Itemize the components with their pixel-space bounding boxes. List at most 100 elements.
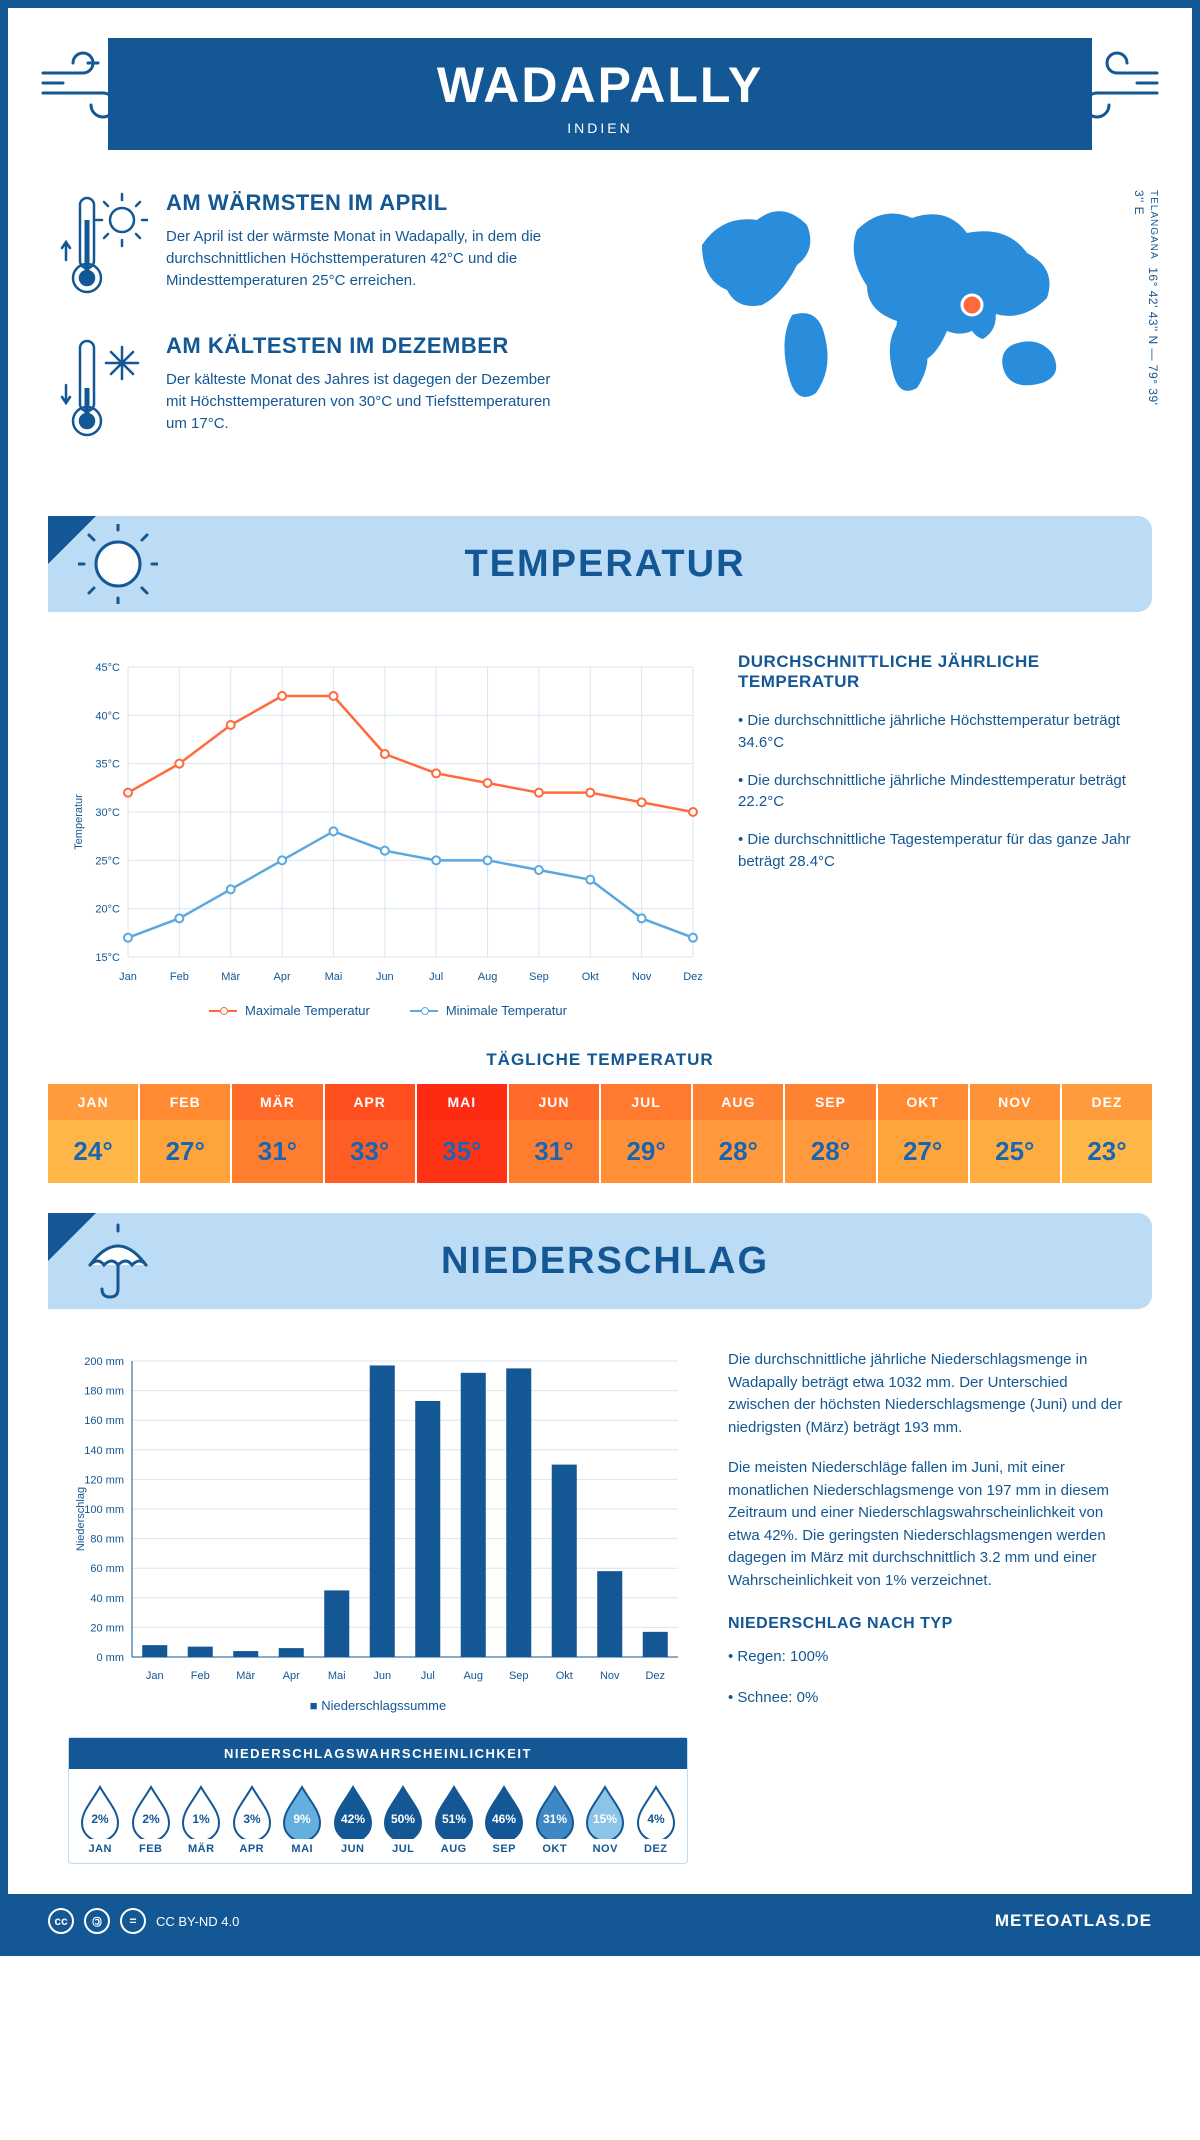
daily-temp-cell: SEP28° (785, 1084, 877, 1183)
coldest-block: AM KÄLTESTEN IM DEZEMBER Der kälteste Mo… (58, 333, 652, 448)
svg-text:40 mm: 40 mm (90, 1593, 124, 1605)
coordinates-label: TELANGANA 16° 42' 43'' N — 79° 39' 3'' E (1132, 190, 1160, 410)
svg-text:50%: 50% (391, 1812, 415, 1826)
infographic-page: WADAPALLY INDIEN (0, 0, 1200, 1956)
probability-drop: 3% APR (227, 1783, 278, 1855)
svg-text:Sep: Sep (529, 971, 549, 983)
coldest-text: Der kälteste Monat des Jahres ist dagege… (166, 369, 566, 434)
svg-text:2%: 2% (142, 1812, 160, 1826)
daily-temp-cell: MAI35° (417, 1084, 509, 1183)
temperature-section-header: TEMPERATUR (48, 516, 1152, 612)
svg-text:80 mm: 80 mm (90, 1534, 124, 1546)
svg-text:Apr: Apr (283, 1670, 300, 1682)
warmest-title: AM WÄRMSTEN IM APRIL (166, 190, 566, 216)
svg-text:Mär: Mär (236, 1670, 255, 1682)
daily-temp-cell: JUN31° (509, 1084, 601, 1183)
svg-text:30°C: 30°C (95, 807, 120, 819)
probability-drop: 51% AUG (429, 1783, 480, 1855)
svg-text:100 mm: 100 mm (84, 1504, 124, 1516)
warmest-block: AM WÄRMSTEN IM APRIL Der April ist der w… (58, 190, 652, 305)
svg-text:Mär: Mär (221, 971, 240, 983)
probability-drop: 42% JUN (328, 1783, 379, 1855)
svg-text:Jul: Jul (421, 1670, 435, 1682)
svg-text:35°C: 35°C (95, 759, 120, 771)
svg-text:Okt: Okt (556, 1670, 573, 1682)
temperature-summary-text: DURCHSCHNITTLICHE JÄHRLICHE TEMPERATUR •… (738, 652, 1132, 1018)
svg-text:Okt: Okt (582, 971, 599, 983)
svg-text:120 mm: 120 mm (84, 1474, 124, 1486)
coldest-title: AM KÄLTESTEN IM DEZEMBER (166, 333, 566, 359)
country-label: INDIEN (108, 120, 1092, 136)
temperature-line-chart: 15°C 20°C 25°C 30°C 35°C 40°C 45°C Temperatur Ja… (68, 652, 708, 1018)
svg-text:42%: 42% (341, 1812, 365, 1826)
daily-temp-cell: MÄR31° (232, 1084, 324, 1183)
daily-temp-title: TÄGLICHE TEMPERATUR (8, 1050, 1192, 1070)
probability-drop: 1% MÄR (176, 1783, 227, 1855)
svg-text:Nov: Nov (600, 1670, 620, 1682)
probability-drop: 31% OKT (530, 1783, 581, 1855)
svg-text:200 mm: 200 mm (84, 1356, 124, 1368)
svg-text:Jun: Jun (373, 1670, 391, 1682)
temperature-chart-legend: Maximale Temperatur Minimale Temperatur (68, 1003, 708, 1018)
daily-temp-cell: DEZ23° (1062, 1084, 1152, 1183)
svg-text:Aug: Aug (463, 1670, 483, 1682)
svg-text:Feb: Feb (170, 971, 189, 983)
probability-drop: 9% MAI (277, 1783, 328, 1855)
daily-temp-cell: OKT27° (878, 1084, 970, 1183)
svg-text:15°C: 15°C (95, 952, 120, 964)
svg-text:9%: 9% (294, 1812, 312, 1826)
svg-text:51%: 51% (442, 1812, 466, 1826)
temperature-title: TEMPERATUR (158, 543, 1052, 586)
footer: cc 🄯 = CC BY-ND 4.0 METEOATLAS.DE (8, 1894, 1192, 1948)
daily-temperature-table: JAN24°FEB27°MÄR31°APR33°MAI35°JUN31°JUL2… (48, 1084, 1152, 1183)
svg-text:Feb: Feb (191, 1670, 210, 1682)
precipitation-section-header: NIEDERSCHLAG (48, 1213, 1152, 1309)
svg-text:0 mm: 0 mm (97, 1652, 125, 1664)
svg-text:45°C: 45°C (95, 662, 120, 674)
svg-text:Dez: Dez (645, 1670, 665, 1682)
wind-icon (1062, 48, 1162, 128)
svg-text:31%: 31% (543, 1812, 567, 1826)
probability-drop: 2% FEB (126, 1783, 177, 1855)
svg-text:Jan: Jan (119, 971, 137, 983)
svg-text:20°C: 20°C (95, 904, 120, 916)
svg-text:Niederschlag: Niederschlag (75, 1487, 87, 1551)
warmest-text: Der April ist der wärmste Monat in Wadap… (166, 226, 566, 291)
svg-text:1%: 1% (193, 1812, 211, 1826)
svg-text:140 mm: 140 mm (84, 1445, 124, 1457)
precipitation-chart-legend: ■ Niederschlagssumme (68, 1698, 688, 1713)
svg-text:Apr: Apr (274, 971, 291, 983)
precipitation-bar-chart: 0 mm20 mm40 mm60 mm80 mm100 mm120 mm140 … (68, 1349, 688, 1713)
daily-temp-cell: APR33° (325, 1084, 417, 1183)
daily-temp-cell: AUG28° (693, 1084, 785, 1183)
svg-text:25°C: 25°C (95, 855, 120, 867)
cc-icon: cc (48, 1908, 74, 1934)
svg-text:15%: 15% (593, 1812, 617, 1826)
svg-text:3%: 3% (243, 1812, 261, 1826)
svg-text:Dez: Dez (683, 971, 703, 983)
thermometer-snow-icon (58, 333, 148, 443)
svg-text:Temperatur: Temperatur (73, 794, 85, 850)
probability-drop: 15% NOV (580, 1783, 631, 1855)
svg-text:2%: 2% (92, 1812, 110, 1826)
svg-text:40°C: 40°C (95, 710, 120, 722)
svg-text:Jul: Jul (429, 971, 443, 983)
svg-text:4%: 4% (647, 1812, 665, 1826)
svg-text:Jun: Jun (376, 971, 394, 983)
nd-icon: = (120, 1908, 146, 1934)
precipitation-probability-panel: NIEDERSCHLAGSWAHRSCHEINLICHKEIT 2% JAN 2… (68, 1737, 688, 1864)
world-map (682, 190, 1102, 410)
precipitation-title: NIEDERSCHLAG (158, 1240, 1052, 1283)
svg-text:180 mm: 180 mm (84, 1386, 124, 1398)
svg-text:20 mm: 20 mm (90, 1622, 124, 1634)
probability-drop: 4% DEZ (631, 1783, 682, 1855)
intro-section: AM WÄRMSTEN IM APRIL Der April ist der w… (8, 150, 1192, 506)
precipitation-summary-text: Die durchschnittliche jährliche Niedersc… (728, 1349, 1132, 1864)
by-icon: 🄯 (84, 1908, 110, 1934)
daily-temp-cell: NOV25° (970, 1084, 1062, 1183)
svg-text:46%: 46% (492, 1812, 516, 1826)
license-label: CC BY-ND 4.0 (156, 1914, 239, 1929)
site-label: METEOATLAS.DE (995, 1911, 1152, 1931)
header-banner: WADAPALLY INDIEN (108, 38, 1092, 150)
probability-drop: 46% SEP (479, 1783, 530, 1855)
